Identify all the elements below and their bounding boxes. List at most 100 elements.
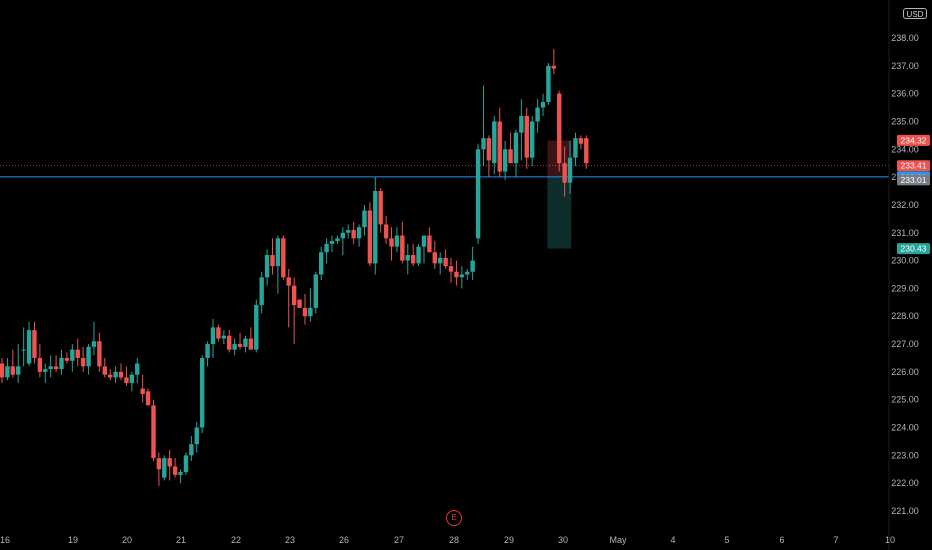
- x-tick-label: 20: [122, 535, 132, 545]
- candle-body: [557, 93, 562, 164]
- candle-body: [172, 466, 178, 475]
- candle-body: [199, 357, 205, 428]
- candle-body: [324, 243, 329, 253]
- y-tick-label: 229.00: [891, 283, 919, 293]
- candle-body: [237, 344, 243, 347]
- candle-body: [394, 235, 400, 247]
- candle-body: [405, 255, 410, 261]
- y-axis-ticks: 221.00 222.00 223.00 224.00 225.00 226.00 227.…: [891, 33, 919, 516]
- candle-body: [540, 101, 546, 108]
- candle-body: [383, 224, 389, 239]
- candle-body: [194, 427, 199, 445]
- candle-body: [459, 274, 465, 278]
- candle-body: [275, 238, 281, 267]
- price-axis[interactable]: [889, 0, 932, 550]
- price-badge-label: 233.01: [901, 175, 927, 185]
- candle-body: [189, 444, 194, 456]
- candle-body: [5, 366, 10, 378]
- candle-body: [378, 191, 383, 225]
- candle-body: [443, 257, 448, 267]
- candle-body: [97, 341, 102, 367]
- y-tick-label: 226.00: [891, 367, 919, 377]
- candle-body: [210, 327, 216, 345]
- candle-body: [362, 210, 367, 228]
- candle-body: [475, 149, 481, 239]
- price-badge: [897, 243, 930, 255]
- candle-body: [129, 374, 135, 384]
- take-profit-zone: [547, 176, 572, 249]
- x-tick-label: 22: [231, 535, 241, 545]
- candle-body: [156, 458, 162, 470]
- y-tick-label: 238.00: [891, 33, 919, 43]
- currency-button[interactable]: USD: [903, 8, 927, 19]
- y-tick-label: 236.00: [891, 89, 919, 99]
- price-badge-label: 234.32: [901, 135, 927, 145]
- candle-body: [356, 227, 362, 239]
- candle-body: [486, 138, 492, 161]
- candle-body: [416, 246, 421, 264]
- y-tick-label: 237.00: [891, 61, 919, 71]
- candle-body: [313, 274, 318, 308]
- candle-body: [16, 366, 21, 375]
- candle-body: [421, 235, 427, 247]
- price-badge: [897, 134, 930, 146]
- candle-body: [178, 472, 183, 475]
- x-tick-label: 30: [558, 535, 568, 545]
- y-tick-label: 235.00: [891, 116, 919, 126]
- y-tick-label: 232.00: [891, 200, 919, 210]
- candle-body: [75, 349, 80, 358]
- x-tick-label: 10: [885, 535, 895, 545]
- candle-body: [102, 366, 107, 375]
- candle-body: [454, 271, 459, 278]
- x-tick-label: 7: [833, 535, 838, 545]
- candle-body: [281, 238, 286, 278]
- candle-body: [135, 363, 140, 375]
- candle-body: [329, 241, 335, 244]
- x-tick-label: 26: [339, 535, 349, 545]
- y-tick-label: 222.00: [891, 478, 919, 488]
- y-tick-label: 221.00: [891, 506, 919, 516]
- candle-body: [551, 65, 557, 69]
- candle-body: [162, 458, 167, 478]
- x-tick-label: 6: [779, 535, 784, 545]
- y-tick-label: 223.00: [891, 450, 919, 460]
- candle-body: [351, 229, 356, 239]
- price-badge: [897, 160, 930, 172]
- candle-body: [508, 149, 513, 164]
- candle-body: [118, 371, 124, 378]
- candle-body: [43, 369, 48, 372]
- candle-body: [113, 371, 118, 378]
- candle-body: [535, 107, 540, 122]
- candle-body: [216, 327, 221, 339]
- candles: [0, 49, 589, 486]
- candle-body: [32, 330, 37, 358]
- candle-body: [145, 391, 151, 406]
- candle-body: [308, 307, 313, 317]
- candle-body: [470, 260, 475, 272]
- candle-body: [37, 357, 43, 372]
- candle-body: [567, 157, 573, 183]
- price-badge: [897, 174, 930, 186]
- earnings-event-icon[interactable]: E: [446, 510, 462, 526]
- price-badge-label: 230.43: [901, 244, 927, 254]
- x-tick-label: 5: [724, 535, 729, 545]
- candle-body: [227, 335, 232, 350]
- candle-body: [335, 238, 340, 242]
- candle-body: [151, 405, 156, 459]
- x-tick-label: 21: [176, 535, 186, 545]
- candle-body: [448, 266, 454, 272]
- candle-body: [64, 357, 70, 361]
- candle-body: [221, 335, 227, 339]
- x-tick-label: May: [609, 535, 627, 545]
- y-tick-label: 234.00: [891, 144, 919, 154]
- candle-body: [302, 307, 308, 317]
- candle-body: [492, 121, 497, 164]
- candle-body: [513, 132, 519, 164]
- candle-body: [524, 115, 529, 158]
- candle-body: [183, 455, 189, 473]
- candle-body: [367, 210, 373, 264]
- candle-body: [562, 163, 567, 183]
